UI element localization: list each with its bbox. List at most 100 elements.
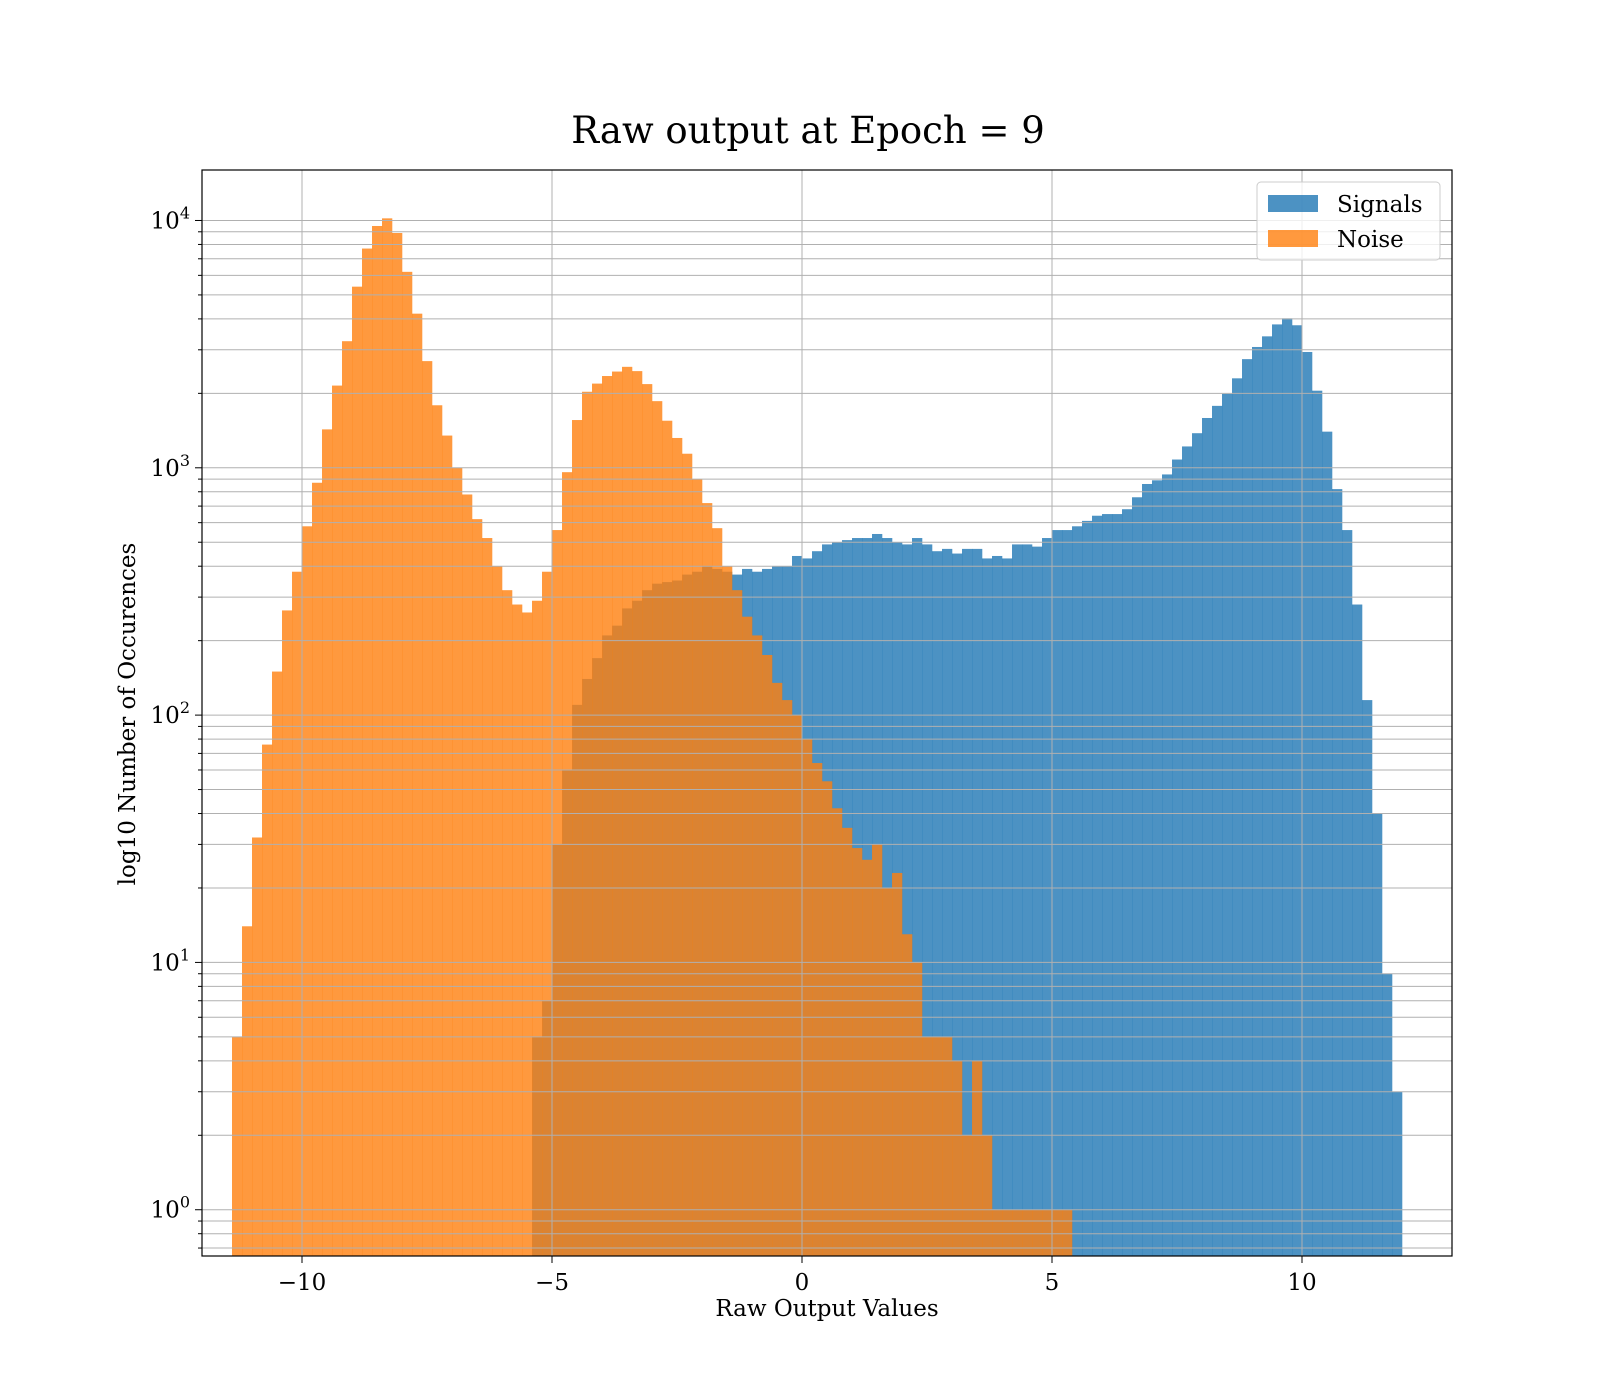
noise-bar bbox=[892, 872, 903, 1256]
signals-bar bbox=[1352, 604, 1363, 1256]
noise-bar bbox=[752, 635, 763, 1256]
noise-bar bbox=[562, 472, 573, 1256]
noise-bar bbox=[402, 271, 413, 1257]
noise-bar bbox=[512, 604, 523, 1256]
signals-bar bbox=[1092, 515, 1103, 1256]
noise-bar bbox=[242, 926, 253, 1256]
signals-bar bbox=[1012, 544, 1023, 1256]
noise-bar bbox=[502, 590, 513, 1256]
signals-bar bbox=[1122, 509, 1133, 1257]
signals-bar bbox=[1382, 973, 1393, 1256]
legend-swatch-signals bbox=[1268, 195, 1318, 212]
y-tick-label: 104 bbox=[151, 203, 190, 234]
noise-bar bbox=[282, 610, 293, 1256]
noise-bar bbox=[442, 435, 453, 1256]
signals-bar bbox=[1362, 700, 1373, 1256]
signals-bar bbox=[962, 548, 973, 1256]
y-tick-label: 103 bbox=[151, 451, 190, 482]
noise-bar bbox=[842, 827, 853, 1256]
signals-bar bbox=[1172, 459, 1183, 1256]
noise-bar bbox=[482, 538, 493, 1256]
noise-bar bbox=[552, 530, 563, 1256]
noise-bar bbox=[852, 848, 863, 1256]
noise-bar bbox=[1022, 1209, 1033, 1256]
noise-bar bbox=[302, 526, 313, 1256]
ticks-layer: −10 −5 0 5 10 100 101 102 103 104 bbox=[151, 203, 1317, 1296]
noise-bar bbox=[572, 420, 583, 1256]
noise-bar bbox=[232, 1036, 243, 1256]
noise-bar bbox=[962, 1135, 973, 1256]
noise-bar bbox=[422, 361, 433, 1256]
signals-bar bbox=[1232, 378, 1243, 1257]
chart-title: Raw output at Epoch = 9 bbox=[571, 109, 1045, 152]
signals-bar bbox=[1372, 813, 1383, 1256]
signals-bar bbox=[1252, 346, 1263, 1257]
noise-bar bbox=[992, 1209, 1003, 1256]
noise-bar bbox=[872, 844, 883, 1256]
noise-bar bbox=[682, 453, 693, 1257]
x-tick-label: −5 bbox=[535, 1270, 569, 1296]
signals-bar bbox=[1062, 530, 1073, 1256]
noise-bar bbox=[432, 405, 443, 1256]
noise-bar bbox=[582, 391, 593, 1256]
noise-bar bbox=[532, 600, 543, 1256]
y-tick-label: 100 bbox=[151, 1193, 190, 1224]
y-axis-label: log10 Number of Occurences bbox=[115, 543, 141, 886]
noise-bar bbox=[802, 739, 813, 1256]
x-axis-label: Raw Output Values bbox=[715, 1296, 938, 1322]
noise-bar bbox=[1012, 1209, 1023, 1256]
signals-bar bbox=[1152, 480, 1163, 1256]
noise-bar bbox=[392, 233, 403, 1256]
noise-bar bbox=[1052, 1209, 1063, 1256]
signals-bar bbox=[1322, 431, 1333, 1256]
noise-bar bbox=[902, 934, 913, 1256]
noise-bar bbox=[932, 1036, 943, 1256]
x-tick-label: −10 bbox=[278, 1270, 327, 1296]
noise-bar bbox=[522, 612, 533, 1256]
noise-bar bbox=[492, 566, 503, 1256]
noise-bar bbox=[722, 566, 733, 1256]
x-tick-label: 0 bbox=[795, 1270, 810, 1296]
noise-bar bbox=[912, 962, 923, 1256]
noise-bar bbox=[782, 700, 793, 1256]
legend-label-signals: Signals bbox=[1337, 192, 1423, 218]
noise-bar bbox=[1042, 1209, 1053, 1256]
signals-bar bbox=[1052, 530, 1063, 1256]
plot-frame bbox=[201, 169, 1453, 1257]
noise-bar bbox=[1032, 1209, 1043, 1256]
signals-bar bbox=[922, 544, 933, 1256]
signals-bar bbox=[1072, 526, 1083, 1256]
signals-bar bbox=[1312, 390, 1323, 1256]
y-tick-label: 102 bbox=[151, 698, 190, 729]
legend-label-noise: Noise bbox=[1337, 227, 1404, 253]
noise-bar bbox=[972, 1060, 983, 1256]
noise-bar bbox=[982, 1135, 993, 1256]
signals-bar bbox=[1302, 351, 1313, 1257]
signals-bar bbox=[992, 555, 1003, 1256]
noise-bar bbox=[342, 341, 353, 1256]
noise-bar bbox=[772, 682, 783, 1256]
signals-bar bbox=[1202, 417, 1213, 1256]
noise-bar bbox=[712, 528, 723, 1256]
noise-bar bbox=[412, 313, 423, 1256]
signals-bar bbox=[1162, 474, 1173, 1256]
noise-bar bbox=[352, 286, 363, 1256]
noise-bar bbox=[592, 383, 603, 1257]
noise-bar bbox=[332, 385, 343, 1257]
noise-bar bbox=[702, 503, 713, 1257]
signals-bar bbox=[1342, 530, 1353, 1256]
signals-bar bbox=[952, 553, 963, 1256]
noise-bar bbox=[362, 248, 373, 1257]
signals-bar bbox=[1042, 538, 1053, 1256]
noise-bar bbox=[382, 218, 393, 1257]
signals-bar bbox=[1032, 546, 1043, 1256]
signals-bar bbox=[942, 548, 953, 1256]
noise-bar bbox=[762, 655, 773, 1256]
noise-bar bbox=[542, 571, 553, 1256]
noise-bar bbox=[322, 429, 333, 1256]
bars-layer bbox=[232, 218, 1403, 1257]
noise-bar bbox=[952, 1060, 963, 1256]
noise-bar bbox=[1002, 1209, 1013, 1256]
signals-bar bbox=[1292, 325, 1303, 1256]
